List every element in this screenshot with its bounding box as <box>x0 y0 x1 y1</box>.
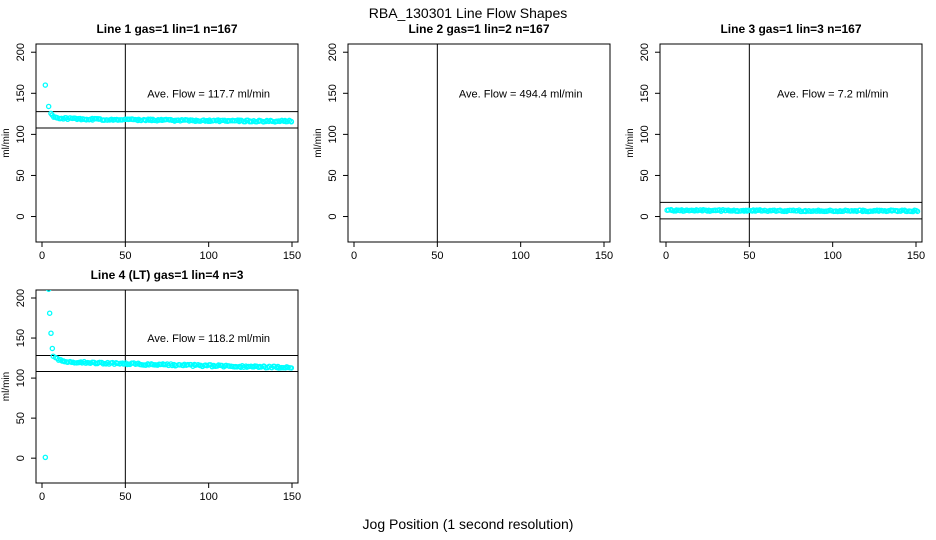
x-tick-label: 50 <box>119 250 131 262</box>
y-axis-title: ml/min <box>1 372 12 401</box>
data-point <box>694 207 701 214</box>
y-tick-label: 150 <box>639 84 651 102</box>
data-point <box>914 208 921 215</box>
y-tick-label: 100 <box>15 125 27 143</box>
x-tick-label: 150 <box>595 250 613 262</box>
x-tick-label: 100 <box>199 491 217 503</box>
y-tick-label: 50 <box>15 412 27 424</box>
x-tick-label: 100 <box>199 250 217 262</box>
ave-flow-annotation: Ave. Flow = 117.7 ml/min <box>147 88 270 100</box>
data-point <box>288 365 295 371</box>
y-tick-label: 0 <box>15 213 27 219</box>
y-tick-label: 100 <box>327 125 339 143</box>
data-point <box>117 360 124 367</box>
x-axis-label: Jog Position (1 second resolution) <box>362 516 574 532</box>
data-point <box>169 117 175 124</box>
data-point <box>220 117 226 124</box>
data-point <box>223 362 229 369</box>
x-tick-label: 150 <box>907 250 925 262</box>
x-tick-label: 100 <box>823 250 841 262</box>
data-point <box>48 330 54 336</box>
data-point <box>288 119 295 125</box>
data-point <box>42 82 49 88</box>
data-point <box>810 208 817 214</box>
data-point <box>258 364 264 370</box>
y-tick-label: 50 <box>15 169 27 181</box>
subplot-title: Line 3 gas=1 lin=3 n=167 <box>720 22 861 36</box>
data-point <box>854 208 860 215</box>
data-points <box>42 290 295 461</box>
data-point <box>172 117 178 124</box>
data-point <box>723 207 729 214</box>
y-axis-title: ml/min <box>313 128 324 157</box>
data-point <box>101 117 107 123</box>
y-tick-label: 200 <box>15 289 27 307</box>
data-point <box>119 117 125 123</box>
subplot-line-3: Line 3 gas=1 lin=3 n=167 0 50 100 150 0 50 100 1… <box>625 22 925 262</box>
subplot-title: Line 4 (LT) gas=1 lin=4 n=3 <box>91 268 244 282</box>
data-points <box>664 206 921 215</box>
data-point <box>185 361 191 368</box>
subplot-line-4: Line 4 (LT) gas=1 lin=4 n=3 0 50 100 150 0 50 1… <box>1 268 301 503</box>
y-tick-label: 100 <box>639 125 651 143</box>
plot-box <box>659 43 923 243</box>
x-tick-label: 150 <box>283 491 301 503</box>
data-point <box>173 362 179 369</box>
plot-box <box>347 43 611 243</box>
data-point <box>45 103 52 110</box>
y-axis-title: ml/min <box>1 128 12 157</box>
y-axis-title: ml/min <box>625 128 636 157</box>
x-tick-label: 50 <box>431 250 443 262</box>
data-point <box>190 117 196 124</box>
data-point <box>148 117 155 124</box>
y-tick-label: 150 <box>15 329 27 347</box>
y-tick-label: 100 <box>15 369 27 387</box>
main-title: RBA_130301 Line Flow Shapes <box>368 5 568 21</box>
x-tick-label: 50 <box>743 250 755 262</box>
x-tick-label: 150 <box>283 250 301 262</box>
y-tick-label: 150 <box>327 84 339 102</box>
x-tick-label: 0 <box>351 250 357 262</box>
data-point <box>665 207 672 213</box>
ave-flow-annotation: Ave. Flow = 494.4 ml/min <box>459 88 583 100</box>
y-tick-label: 0 <box>327 213 339 219</box>
data-point <box>114 360 121 367</box>
x-tick-label: 0 <box>39 250 45 262</box>
plot-box <box>35 43 299 243</box>
x-tick-label: 0 <box>39 491 45 503</box>
data-point <box>807 208 814 215</box>
data-point <box>790 207 797 214</box>
plot-box <box>35 289 299 484</box>
y-tick-label: 150 <box>15 84 27 102</box>
y-tick-label: 200 <box>639 43 651 61</box>
data-point <box>42 454 49 461</box>
subplot-line-2: Line 2 gas=1 lin=2 n=167 0 50 100 150 0 50 100 1… <box>313 22 613 262</box>
y-tick-label: 0 <box>15 455 27 461</box>
data-point <box>802 208 809 215</box>
subplot-line-1: Line 1 gas=1 lin=1 n=167 0 50 100 150 0 50 100 1… <box>1 22 301 262</box>
y-tick-label: 0 <box>639 213 651 219</box>
data-point <box>46 310 53 316</box>
y-tick-label: 50 <box>327 169 339 181</box>
data-points <box>42 82 295 125</box>
x-tick-label: 100 <box>511 250 529 262</box>
x-tick-label: 0 <box>663 250 669 262</box>
y-tick-label: 50 <box>639 169 651 181</box>
data-point <box>46 290 52 292</box>
data-point <box>49 345 56 352</box>
y-tick-label: 200 <box>327 43 339 61</box>
x-tick-label: 50 <box>119 491 131 503</box>
data-point <box>671 208 677 214</box>
ave-flow-annotation: Ave. Flow = 118.2 ml/min <box>147 333 270 345</box>
y-tick-label: 200 <box>15 43 27 61</box>
data-point <box>788 207 794 214</box>
subplot-title: Line 2 gas=1 lin=2 n=167 <box>408 22 549 36</box>
ave-flow-annotation: Ave. Flow = 7.2 ml/min <box>777 88 888 100</box>
subplot-title: Line 1 gas=1 lin=1 n=167 <box>96 22 237 36</box>
